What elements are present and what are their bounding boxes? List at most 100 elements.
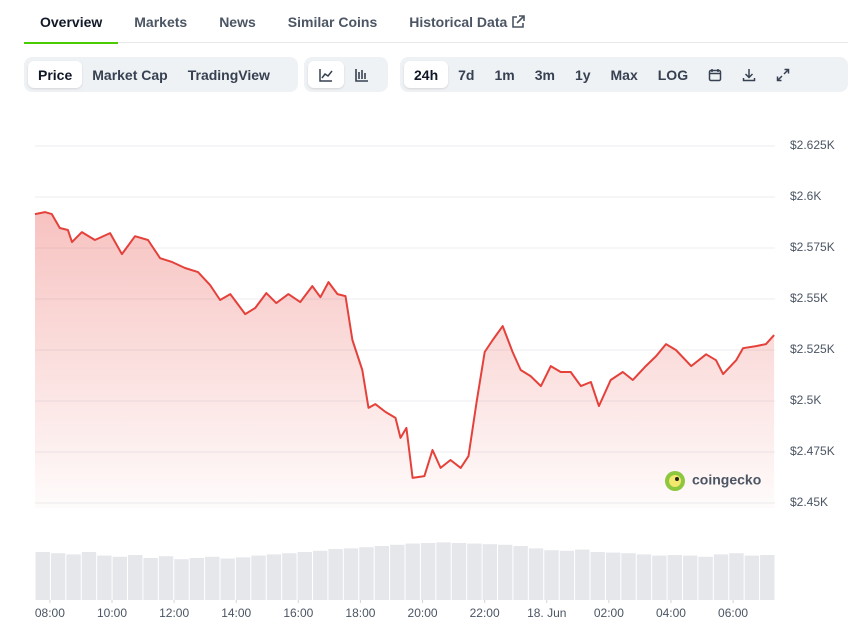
log-button[interactable]: LOG (657, 66, 689, 83)
y-tick-label: $2.625K (790, 138, 835, 152)
tab[interactable]: Historical Data (393, 0, 541, 42)
volume-bar (297, 552, 312, 600)
x-tick-label: 06:00 (718, 606, 748, 620)
volume-bar (235, 557, 251, 600)
fullscreen-button[interactable] (766, 61, 800, 88)
range-button[interactable]: Max (610, 66, 638, 83)
volume-bar (590, 552, 605, 600)
tab[interactable]: Markets (134, 14, 188, 30)
tab[interactable]: News (219, 14, 256, 30)
volume-bar (313, 550, 328, 600)
calendar-button[interactable] (698, 61, 732, 88)
volume-bar (713, 554, 729, 600)
volume-bar (652, 555, 667, 600)
y-tick-label: $2.55K (790, 291, 828, 305)
volume-bar (575, 549, 590, 600)
x-tick-label: 08:00 (35, 606, 65, 620)
volume-bar (189, 558, 205, 600)
tab-bar: Overview Markets News Similar Coins Hist… (24, 0, 848, 44)
y-tick-label: $2.5K (790, 393, 821, 407)
volume-bar (482, 544, 497, 600)
volume-bar (544, 550, 559, 600)
volume-bar (374, 546, 390, 600)
x-tick-label: 18. Jun (527, 606, 566, 620)
volume-bar (220, 558, 235, 600)
volume-bar (683, 555, 698, 600)
volume-bar (174, 559, 189, 600)
volume-bar (205, 556, 220, 600)
range-button[interactable]: 1y (574, 66, 591, 83)
y-tick-label: $2.575K (790, 240, 835, 254)
volume-bar (158, 556, 174, 600)
volume-bar (128, 555, 143, 600)
watermark: coingecko (665, 471, 761, 491)
volume-bar (667, 555, 682, 600)
range-button[interactable]: 3m (534, 66, 555, 83)
view-button[interactable]: TradingView (187, 66, 270, 83)
volume-bar (621, 553, 636, 600)
volume-bar (328, 549, 343, 600)
volume-bar (405, 543, 420, 600)
volume-bar (50, 553, 66, 600)
range-button[interactable]: 24h (404, 61, 449, 88)
volume-bar (112, 556, 127, 600)
view-button[interactable]: Price (28, 61, 83, 88)
range-button[interactable]: 7d (458, 66, 475, 83)
volume-bar (343, 548, 359, 600)
candle-chart-button[interactable] (344, 61, 380, 88)
view-button[interactable]: Market Cap (92, 66, 168, 83)
volume-bar (436, 542, 451, 600)
volume-bar (81, 552, 97, 600)
volume-bar (266, 554, 282, 600)
price-line (34, 211, 775, 479)
x-tick-label: 10:00 (97, 606, 127, 620)
x-tick-label: 18:00 (345, 606, 375, 620)
x-tick-label: 02:00 (594, 606, 624, 620)
tab[interactable]: Similar Coins (287, 14, 378, 30)
y-tick-label: $2.45K (790, 495, 828, 509)
volume-bar (35, 552, 50, 600)
volume-bar (744, 555, 760, 600)
chart-style-toggle (304, 57, 388, 92)
x-tick-label: 16:00 (283, 606, 313, 620)
range-toggle: 24h 7d 1m 3m 1y Max LOG (400, 57, 848, 92)
volume-bar (97, 555, 112, 600)
view-toggle: Price Market Cap TradingView (24, 57, 298, 92)
volume-bar (636, 554, 652, 600)
volume-bar (760, 555, 775, 600)
volume-bar (359, 547, 374, 600)
volume-bar (251, 555, 266, 600)
range-button[interactable]: 1m (494, 66, 515, 83)
volume-bar (605, 552, 621, 600)
volume-bar (698, 556, 713, 600)
volume-bar (66, 554, 81, 600)
download-button[interactable] (732, 61, 766, 88)
area-fill (35, 212, 775, 508)
volume-bar (559, 550, 575, 600)
volume-bar (390, 544, 405, 600)
x-tick-label: 22:00 (470, 606, 500, 620)
external-link-icon (512, 15, 526, 28)
x-tick-label: 20:00 (408, 606, 438, 620)
y-tick-label: $2.525K (790, 342, 835, 356)
volume-bar (451, 543, 467, 600)
volume-bar (528, 548, 544, 600)
volume-bar (143, 558, 158, 600)
volume-bar (282, 553, 297, 600)
tab-label[interactable]: Historical Data (409, 14, 508, 30)
x-tick-label: 14:00 (221, 606, 251, 620)
volume-bar (467, 543, 482, 600)
watermark-text: coingecko (692, 472, 761, 488)
tab[interactable]: Overview (24, 0, 119, 44)
line-chart-button[interactable] (308, 61, 344, 88)
volume-bar (729, 553, 744, 600)
x-tick-label: 12:00 (159, 606, 189, 620)
x-tick-label: 04:00 (656, 606, 686, 620)
volume-bar (498, 544, 513, 600)
volume-bar (513, 546, 528, 600)
y-tick-label: $2.6K (790, 189, 821, 203)
volume-bar (420, 543, 436, 600)
